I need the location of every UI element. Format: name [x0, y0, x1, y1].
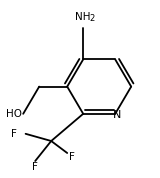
Text: 2: 2: [89, 14, 95, 23]
Text: N: N: [113, 110, 121, 120]
Text: F: F: [32, 162, 38, 172]
Text: F: F: [69, 152, 75, 162]
Text: HO: HO: [6, 109, 22, 119]
Text: F: F: [12, 129, 17, 139]
Text: NH: NH: [76, 12, 91, 22]
